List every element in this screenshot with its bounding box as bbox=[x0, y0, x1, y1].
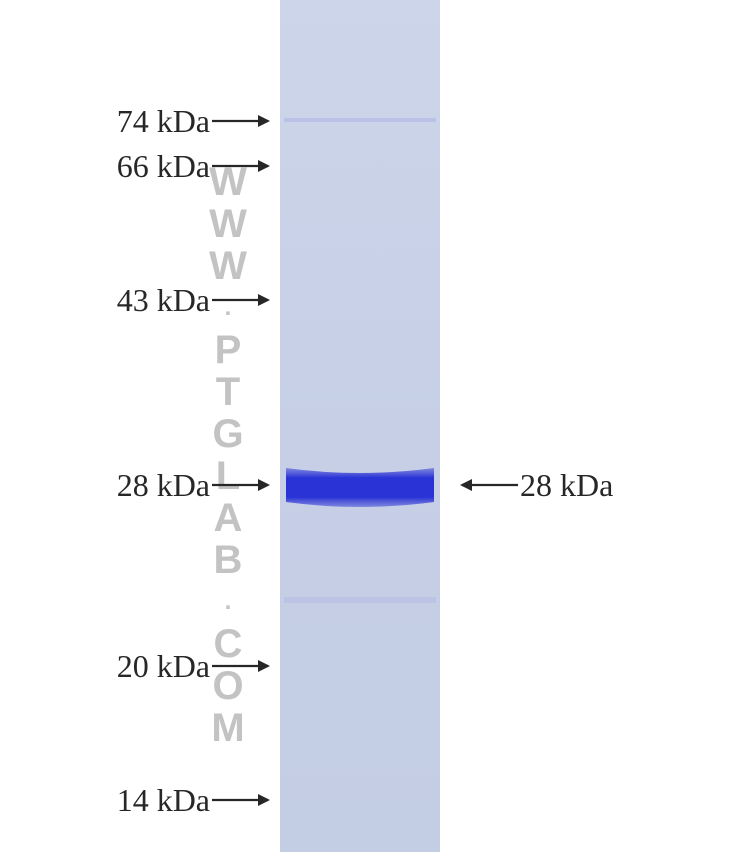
arrow-icon bbox=[212, 658, 270, 674]
faint-band-0 bbox=[284, 118, 436, 122]
left-marker-3: 28 kDa bbox=[0, 465, 270, 505]
left-marker-5: 14 kDa bbox=[0, 780, 270, 820]
arrow-icon bbox=[460, 477, 518, 493]
left-marker-4: 20 kDa bbox=[0, 646, 270, 686]
main-band bbox=[286, 468, 434, 507]
marker-label-text: 20 kDa bbox=[117, 648, 210, 685]
marker-label-text: 66 kDa bbox=[117, 148, 210, 185]
arrow-icon bbox=[212, 292, 270, 308]
marker-label-text: 14 kDa bbox=[117, 782, 210, 819]
marker-label-text: 74 kDa bbox=[117, 103, 210, 140]
arrow-icon bbox=[212, 477, 270, 493]
marker-label-text: 28 kDa bbox=[117, 467, 210, 504]
gel-canvas: WWW.PTGLAB.COM 74 kDa66 kDa43 kDa28 kDa2… bbox=[0, 0, 741, 852]
arrow-icon bbox=[212, 113, 270, 129]
marker-label-text: 28 kDa bbox=[520, 467, 613, 504]
right-marker-0: 28 kDa bbox=[460, 465, 613, 505]
left-marker-0: 74 kDa bbox=[0, 101, 270, 141]
left-marker-2: 43 kDa bbox=[0, 280, 270, 320]
faint-band-1 bbox=[284, 597, 436, 603]
arrow-icon bbox=[212, 792, 270, 808]
lane-background bbox=[280, 0, 440, 852]
left-marker-1: 66 kDa bbox=[0, 146, 270, 186]
marker-label-text: 43 kDa bbox=[117, 282, 210, 319]
arrow-icon bbox=[212, 158, 270, 174]
